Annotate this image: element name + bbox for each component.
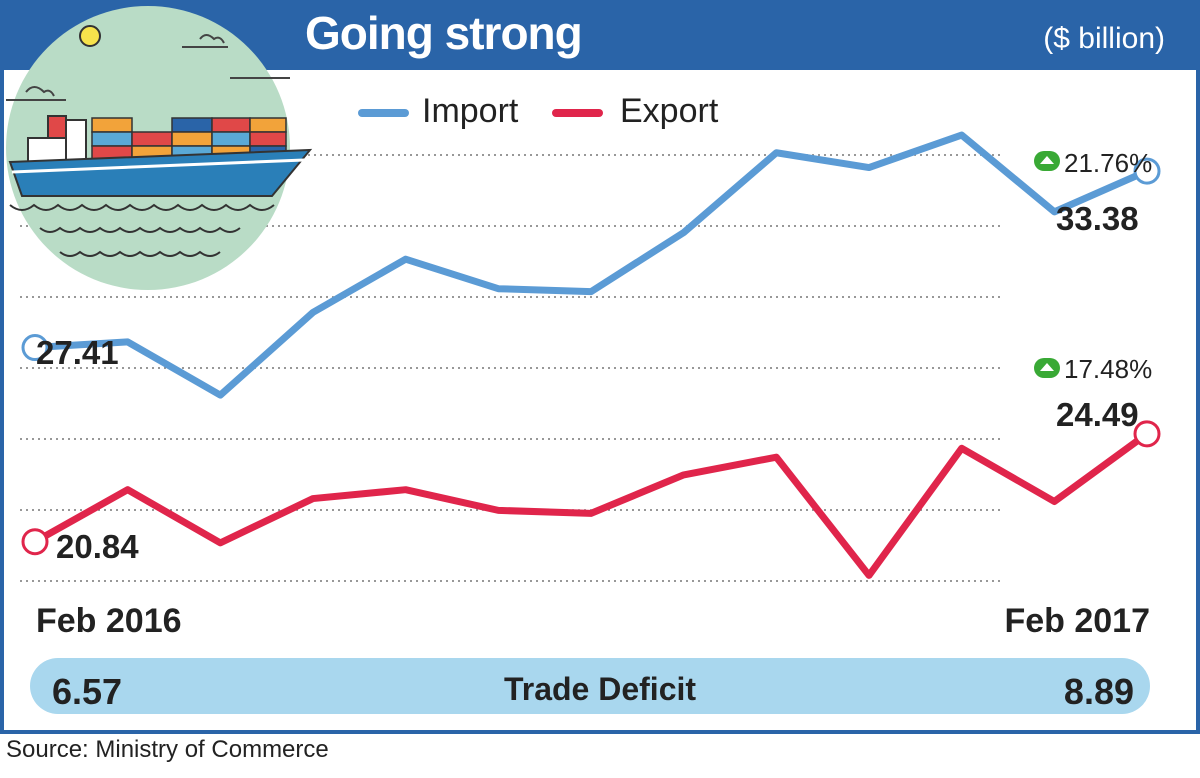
export-endpoint-marker: [1133, 420, 1161, 448]
wave: [39, 226, 241, 233]
legend-label-export: Export: [620, 92, 719, 130]
import-growth-label: 21.76%: [1064, 148, 1153, 178]
import-endpoint-marker: [21, 334, 49, 362]
trade-deficit-bar: [30, 658, 1150, 714]
cargo-ship-illustration: [6, 6, 313, 290]
export-series-line: [33, 431, 1150, 579]
deficit-end-value: 8.89: [1063, 671, 1134, 712]
cloud-icon: [6, 86, 66, 101]
export-start-label: 20.84: [56, 528, 139, 565]
wave: [9, 203, 275, 211]
x-tick-label: Feb 2017: [1004, 602, 1150, 640]
import-end-label: 33.38: [1056, 200, 1139, 237]
import-endpoint-marker: [1133, 157, 1161, 185]
deficit-label: Trade Deficit: [503, 671, 697, 707]
legend-label-import: Import: [422, 92, 519, 130]
export-endpoint-marker: [21, 528, 49, 556]
sun-icon: [79, 25, 101, 47]
x-tick-label: Feb 2016: [36, 602, 182, 640]
export-end-label: 24.49: [1056, 396, 1139, 433]
chart-title: Going strong: [305, 7, 583, 59]
export-growth-label: 17.48%: [1064, 354, 1153, 384]
import-start-label: 27.41: [36, 334, 119, 371]
chart-border: [0, 66, 1200, 734]
up-arrow-icon: [1034, 151, 1060, 171]
cloud-icon: [182, 34, 228, 48]
up-arrow-icon: [1034, 358, 1060, 378]
deficit-start-value: 6.57: [52, 671, 123, 712]
source-note: Source: Ministry of Commerce: [6, 736, 329, 763]
hull-stripe: [11, 158, 305, 174]
unit-label: ($ billion): [1043, 22, 1165, 55]
wave: [59, 250, 221, 257]
import-series-line: [34, 131, 1149, 399]
